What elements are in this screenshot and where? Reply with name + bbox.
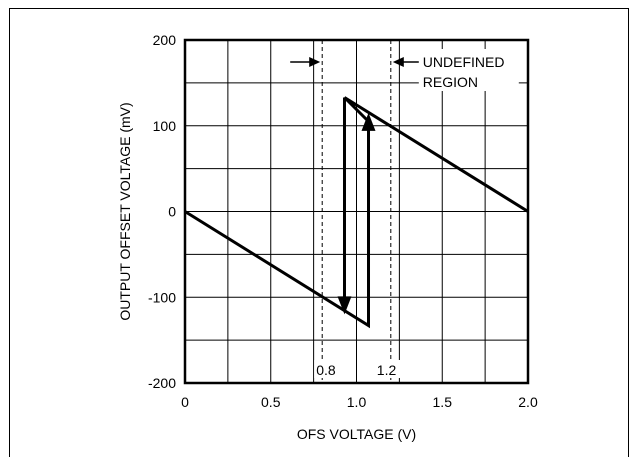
undefined-region	[290, 40, 519, 383]
figure-frame	[9, 8, 629, 457]
region-end-arrowhead	[392, 57, 404, 67]
undefined-region-label-line1: UNDEFINED	[423, 54, 505, 70]
region-label-background	[418, 49, 519, 91]
x-tick-label: 1.5	[433, 394, 453, 410]
x-tick-label: 0.5	[261, 394, 281, 410]
region-start-arrowhead	[309, 57, 321, 67]
region-end-label: 1.2	[377, 362, 397, 378]
y-tick-label: 100	[153, 118, 177, 134]
y-tick-label: 0	[168, 204, 176, 220]
undefined-region-label-line2: REGION	[423, 74, 478, 90]
transition-arrowhead	[361, 112, 376, 131]
region-start-label: 0.8	[316, 362, 336, 378]
y-axis-label: OUTPUT OFFSET VOLTAGE (mV)	[117, 102, 133, 320]
y-tick-label: -200	[148, 375, 176, 391]
tick-labels: 0 0.5 1.0 1.5 2.0 -200 -100 0 100 200	[148, 32, 538, 410]
x-tick-label: 0	[181, 394, 189, 410]
x-axis-label: OFS VOLTAGE (V)	[297, 426, 416, 442]
x-tick-label: 1.0	[347, 394, 367, 410]
y-tick-label: -100	[148, 289, 176, 305]
series-group	[184, 96, 529, 329]
region-end-label-background	[374, 360, 401, 378]
grid	[185, 40, 528, 383]
region-start-label-background	[314, 360, 341, 378]
x-tick-label: 2.0	[518, 394, 538, 410]
y-tick-label: 200	[153, 32, 177, 48]
transition-arrowhead	[337, 296, 352, 315]
